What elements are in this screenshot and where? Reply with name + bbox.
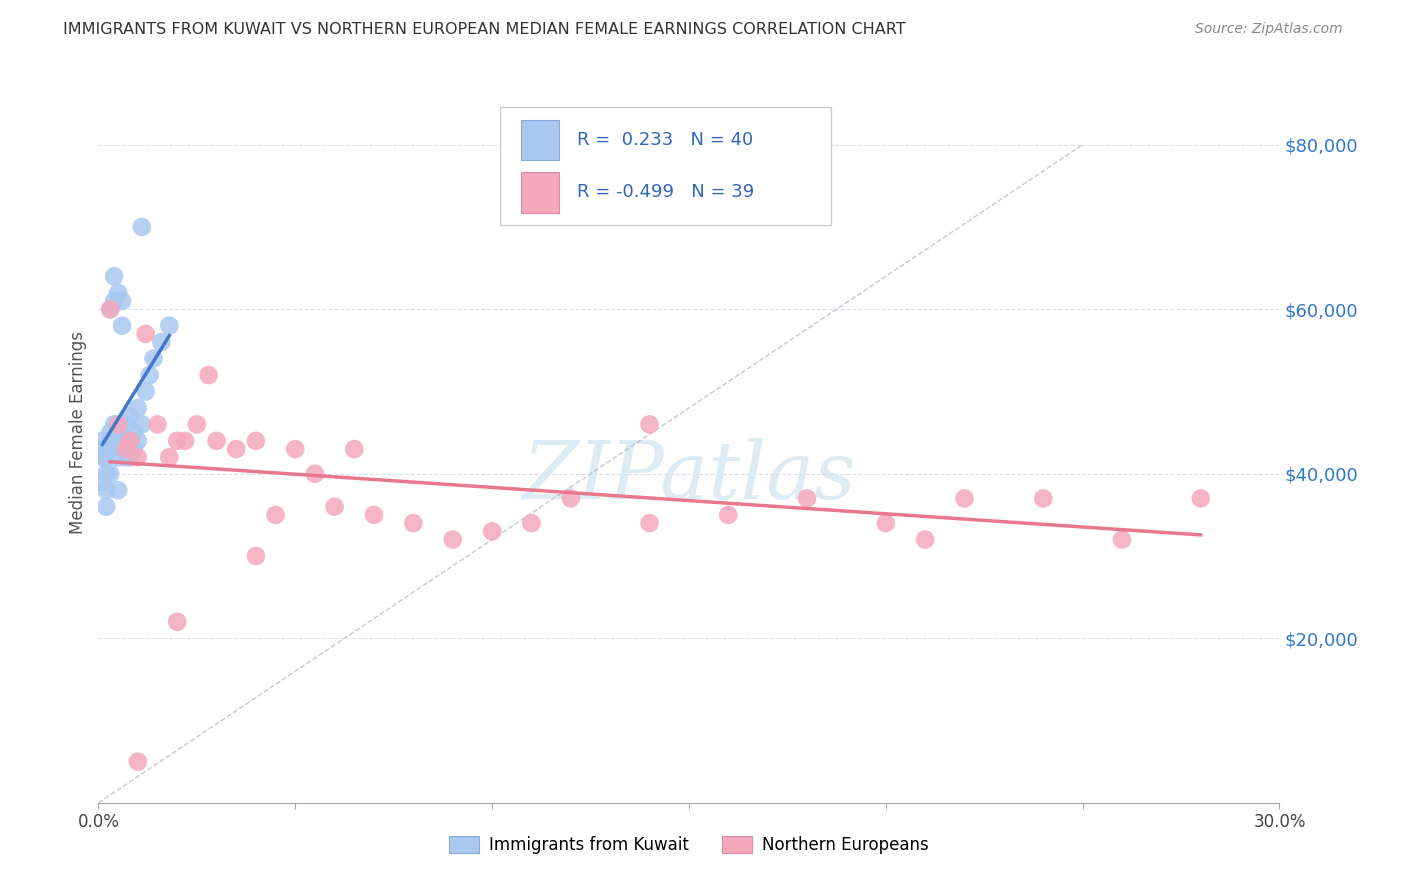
Point [1032, 491, 1054, 506]
Point [118, 450, 141, 465]
Point [91, 434, 114, 448]
Point [157, 318, 180, 333]
Point [118, 434, 141, 448]
Point [197, 368, 219, 382]
Point [122, 442, 145, 456]
Point [115, 442, 138, 456]
Point [111, 293, 134, 308]
Point [205, 434, 228, 448]
Point [138, 368, 160, 382]
Point [142, 351, 165, 366]
Point [127, 450, 149, 465]
Point [96, 483, 118, 498]
Point [914, 533, 936, 547]
Legend: Immigrants from Kuwait, Northern Europeans: Immigrants from Kuwait, Northern Europea… [443, 830, 935, 861]
Point [107, 483, 129, 498]
Point [131, 219, 153, 234]
FancyBboxPatch shape [522, 172, 560, 212]
Point [98, 302, 121, 317]
Point [1111, 533, 1133, 547]
Point [323, 500, 346, 514]
Point [107, 417, 129, 432]
Point [560, 491, 582, 506]
Point [98, 434, 121, 448]
Point [186, 417, 208, 432]
FancyBboxPatch shape [501, 107, 831, 226]
Point [103, 269, 125, 284]
Point [115, 417, 138, 432]
FancyBboxPatch shape [522, 120, 560, 161]
Point [157, 450, 180, 465]
Point [96, 467, 118, 481]
Text: R =  0.233   N = 40: R = 0.233 N = 40 [576, 131, 754, 149]
Point [103, 434, 125, 448]
Point [441, 533, 464, 547]
Point [91, 442, 114, 456]
Text: Source: ZipAtlas.com: Source: ZipAtlas.com [1195, 22, 1343, 37]
Point [98, 302, 121, 317]
Point [122, 425, 145, 440]
Point [127, 434, 149, 448]
Point [107, 450, 129, 465]
Point [146, 417, 169, 432]
Point [717, 508, 740, 522]
Point [245, 549, 267, 563]
Point [638, 417, 661, 432]
Point [96, 500, 118, 514]
Point [118, 434, 141, 448]
Point [481, 524, 503, 539]
Point [174, 434, 197, 448]
Point [127, 755, 149, 769]
Point [98, 425, 121, 440]
Point [796, 491, 818, 506]
Text: IMMIGRANTS FROM KUWAIT VS NORTHERN EUROPEAN MEDIAN FEMALE EARNINGS CORRELATION C: IMMIGRANTS FROM KUWAIT VS NORTHERN EUROP… [63, 22, 905, 37]
Point [91, 450, 114, 465]
Point [284, 442, 307, 456]
Point [131, 417, 153, 432]
Point [96, 450, 118, 465]
Point [402, 516, 425, 530]
Point [135, 326, 157, 341]
Text: R = -0.499   N = 39: R = -0.499 N = 39 [576, 183, 754, 202]
Point [111, 318, 134, 333]
Point [166, 434, 188, 448]
Point [103, 293, 125, 308]
Point [98, 467, 121, 481]
Point [107, 434, 129, 448]
Point [363, 508, 385, 522]
Point [1189, 491, 1212, 506]
Point [98, 442, 121, 456]
Point [91, 475, 114, 489]
Point [103, 417, 125, 432]
Point [520, 516, 543, 530]
Point [150, 335, 173, 350]
Point [638, 516, 661, 530]
Text: ZIPatlas: ZIPatlas [522, 438, 856, 516]
Point [225, 442, 247, 456]
Point [166, 615, 188, 629]
Point [264, 508, 287, 522]
Point [118, 409, 141, 424]
Point [115, 450, 138, 465]
Point [127, 401, 149, 415]
Point [343, 442, 366, 456]
Point [135, 384, 157, 399]
Point [953, 491, 976, 506]
Y-axis label: Median Female Earnings: Median Female Earnings [69, 331, 87, 534]
Point [875, 516, 897, 530]
Point [107, 285, 129, 300]
Point [304, 467, 326, 481]
Point [245, 434, 267, 448]
Point [111, 434, 134, 448]
